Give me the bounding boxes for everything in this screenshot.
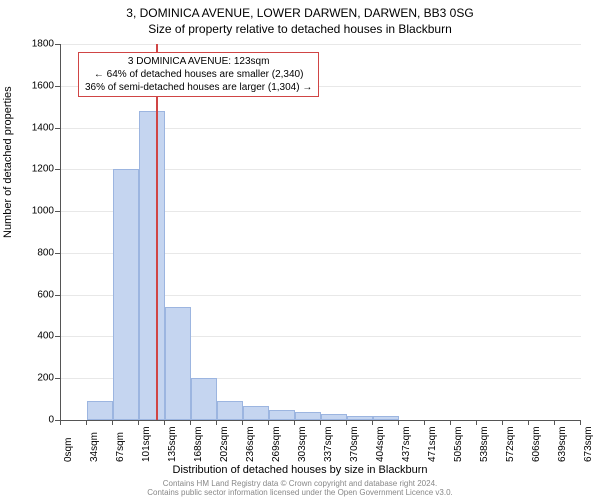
grid-line <box>61 44 581 45</box>
chart-container: 3, DOMINICA AVENUE, LOWER DARWEN, DARWEN… <box>0 0 600 500</box>
x-tick-label: 303sqm <box>297 426 308 462</box>
histogram-bar <box>295 412 321 420</box>
x-tick-mark <box>164 420 165 425</box>
x-tick-mark <box>476 420 477 425</box>
histogram-bar <box>269 410 295 420</box>
x-tick-label: 236sqm <box>245 426 256 462</box>
x-tick-label: 67sqm <box>115 432 126 462</box>
x-tick-mark <box>268 420 269 425</box>
x-tick-label: 101sqm <box>141 426 152 462</box>
x-tick-label: 538sqm <box>479 426 490 462</box>
annotation-line-3: 36% of semi-detached houses are larger (… <box>85 81 312 94</box>
y-tick-label: 1400 <box>22 122 54 133</box>
histogram-bar <box>217 401 243 420</box>
y-tick-label: 1200 <box>22 164 54 175</box>
chart-title-sub: Size of property relative to detached ho… <box>0 22 600 36</box>
footer: Contains HM Land Registry data © Crown c… <box>0 479 600 498</box>
x-tick-mark <box>86 420 87 425</box>
y-tick-label: 400 <box>22 331 54 342</box>
x-tick-mark <box>554 420 555 425</box>
x-tick-mark <box>320 420 321 425</box>
x-tick-mark <box>138 420 139 425</box>
y-tick-label: 600 <box>22 289 54 300</box>
y-tick-label: 0 <box>22 415 54 426</box>
x-tick-label: 673sqm <box>583 426 594 462</box>
y-tick-label: 1000 <box>22 206 54 217</box>
x-tick-mark <box>528 420 529 425</box>
y-tick-label: 800 <box>22 247 54 258</box>
histogram-bar <box>87 401 113 420</box>
x-tick-label: 168sqm <box>193 426 204 462</box>
highlight-marker-line <box>156 44 158 420</box>
x-tick-mark <box>190 420 191 425</box>
x-tick-mark <box>450 420 451 425</box>
y-axis-label: Number of detached properties <box>2 86 14 238</box>
annotation-box: 3 DOMINICA AVENUE: 123sqm ← 64% of detac… <box>78 52 319 97</box>
x-tick-mark <box>346 420 347 425</box>
x-tick-label: 471sqm <box>427 426 438 462</box>
histogram-bar <box>321 414 347 420</box>
histogram-bar <box>139 111 165 420</box>
x-tick-mark <box>424 420 425 425</box>
histogram-bar <box>243 406 269 420</box>
histogram-bar <box>191 378 217 420</box>
x-tick-label: 202sqm <box>219 426 230 462</box>
chart-title-main: 3, DOMINICA AVENUE, LOWER DARWEN, DARWEN… <box>0 6 600 20</box>
y-tick-label: 1800 <box>22 39 54 50</box>
x-tick-label: 404sqm <box>375 426 386 462</box>
x-tick-label: 572sqm <box>505 426 516 462</box>
annotation-line-1: 3 DOMINICA AVENUE: 123sqm <box>85 55 312 68</box>
x-tick-mark <box>242 420 243 425</box>
footer-line-1: Contains HM Land Registry data © Crown c… <box>0 479 600 489</box>
x-tick-label: 437sqm <box>401 426 412 462</box>
x-tick-label: 0sqm <box>63 438 74 462</box>
x-tick-label: 269sqm <box>271 426 282 462</box>
x-tick-mark <box>216 420 217 425</box>
x-tick-mark <box>60 420 61 425</box>
x-tick-label: 606sqm <box>531 426 542 462</box>
x-tick-label: 337sqm <box>323 426 334 462</box>
annotation-line-2: ← 64% of detached houses are smaller (2,… <box>85 68 312 81</box>
x-tick-mark <box>398 420 399 425</box>
y-tick-label: 200 <box>22 373 54 384</box>
x-tick-mark <box>112 420 113 425</box>
histogram-bar <box>347 416 373 420</box>
x-tick-label: 505sqm <box>453 426 464 462</box>
x-tick-mark <box>580 420 581 425</box>
y-tick-label: 1600 <box>22 80 54 91</box>
histogram-bar <box>165 307 191 420</box>
x-tick-mark <box>372 420 373 425</box>
x-tick-label: 34sqm <box>89 432 100 462</box>
x-tick-label: 370sqm <box>349 426 360 462</box>
footer-line-2: Contains public sector information licen… <box>0 488 600 498</box>
x-axis-label: Distribution of detached houses by size … <box>0 464 600 476</box>
histogram-bar <box>373 416 399 420</box>
x-tick-label: 135sqm <box>167 426 178 462</box>
x-tick-label: 639sqm <box>557 426 568 462</box>
histogram-bar <box>113 169 139 420</box>
x-tick-mark <box>502 420 503 425</box>
x-tick-mark <box>294 420 295 425</box>
plot-area <box>60 44 581 421</box>
